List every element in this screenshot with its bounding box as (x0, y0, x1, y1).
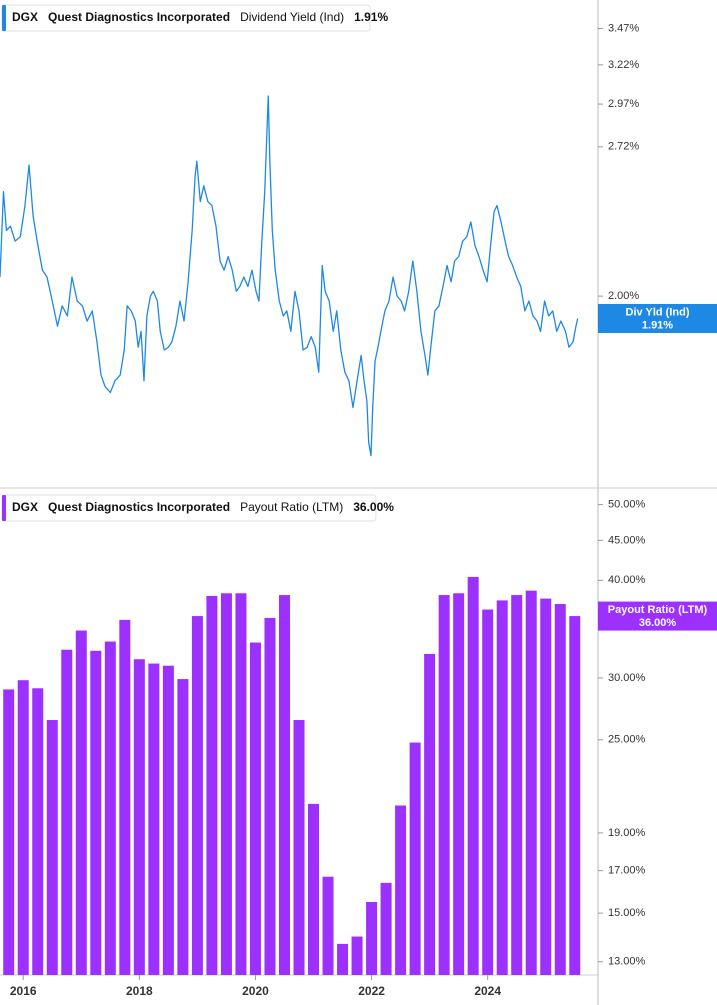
bar (104, 641, 116, 975)
tag-name: Payout Ratio (LTM) (608, 604, 708, 616)
y-tick-label: 2.00% (608, 290, 639, 302)
y-tick-label: 45.00% (608, 534, 646, 546)
y-tick-label: 30.00% (608, 672, 646, 684)
legend-text: DGX (12, 500, 38, 514)
legend: DGX Quest Diagnostics Incorporated Payout … (12, 500, 394, 514)
legend-text: 36.00% (353, 500, 394, 514)
bar (453, 593, 465, 975)
bar (438, 595, 450, 975)
legend-text: DGX (12, 10, 38, 24)
bar (554, 604, 566, 975)
bar (162, 665, 174, 975)
bar (366, 902, 378, 975)
legend-text: 1.91% (354, 10, 388, 24)
bar (191, 616, 203, 975)
bar (220, 593, 232, 975)
x-tick-label: 2018 (126, 984, 153, 998)
legend-text: Quest Diagnostics Incorporated (48, 10, 230, 24)
bar (264, 617, 276, 975)
bar (32, 688, 44, 975)
y-tick-label: 19.00% (608, 827, 646, 839)
legend-swatch (2, 5, 6, 31)
bar (351, 936, 363, 975)
bar (511, 595, 523, 975)
x-tick-label: 2020 (242, 984, 269, 998)
bar (308, 803, 320, 975)
bar (46, 720, 58, 975)
x-tick-label: 2024 (474, 984, 501, 998)
y-tick-label: 15.00% (608, 907, 646, 919)
bar (496, 600, 508, 975)
bar (322, 876, 334, 975)
bar (278, 595, 290, 975)
y-tick-label: 3.22% (608, 59, 639, 71)
bar (293, 720, 305, 975)
bar (119, 619, 131, 975)
bar (409, 742, 421, 975)
bar (540, 598, 552, 975)
tag-value: 1.91% (642, 319, 673, 331)
bar (569, 616, 581, 975)
line-series (0, 95, 579, 457)
tag-value: 36.00% (639, 617, 677, 629)
bar (17, 680, 29, 975)
bar (177, 679, 189, 975)
bar (525, 590, 537, 975)
y-tick-label: 2.97% (608, 98, 639, 110)
y-tick-label: 40.00% (608, 574, 646, 586)
y-tick-label: 2.72% (608, 141, 639, 153)
x-tick-label: 2016 (10, 984, 37, 998)
bar (235, 593, 247, 975)
bar (337, 943, 349, 975)
bar (61, 649, 73, 975)
last-value-tag (598, 303, 717, 333)
bar (75, 630, 87, 975)
last-value-tag (598, 601, 717, 631)
legend-text: Quest Diagnostics Incorporated (48, 500, 230, 514)
x-tick-label: 2022 (358, 984, 385, 998)
tag-name: Div Yld (Ind) (626, 306, 690, 318)
legend-swatch (2, 495, 6, 521)
legend-text: Payout Ratio (LTM) (240, 500, 343, 514)
y-tick-label: 17.00% (608, 865, 646, 877)
bar (424, 653, 436, 975)
legend: DGX Quest Diagnostics Incorporated Dividen… (12, 10, 388, 24)
legend-text: Dividend Yield (Ind) (240, 10, 344, 24)
bar (90, 650, 102, 975)
y-tick-label: 25.00% (608, 734, 646, 746)
bar (467, 576, 479, 975)
y-tick-label: 13.00% (608, 956, 646, 968)
bar (206, 595, 218, 975)
bar (3, 689, 15, 975)
y-tick-label: 50.00% (608, 499, 646, 511)
bar (395, 805, 407, 975)
bar (148, 663, 160, 975)
y-tick-label: 3.47% (608, 22, 639, 34)
bar (482, 609, 494, 975)
bar (133, 659, 145, 975)
bar (380, 882, 392, 975)
bar (249, 642, 261, 975)
